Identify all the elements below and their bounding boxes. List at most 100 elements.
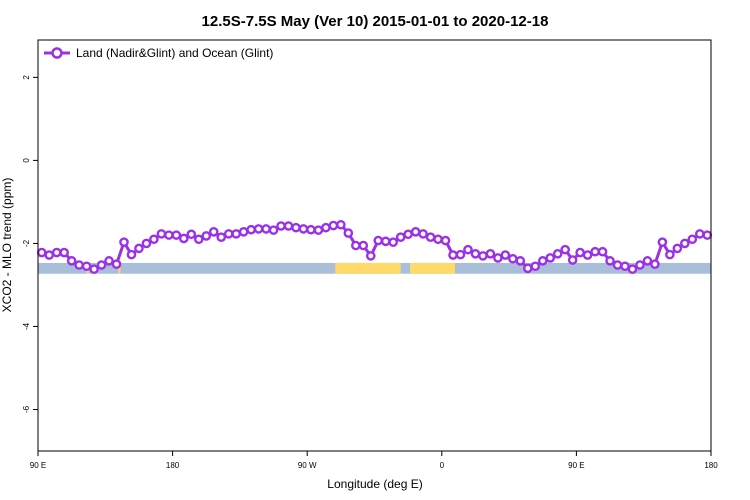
x-tick-label: 0 — [440, 461, 445, 470]
x-axis-label: Longitude (deg E) — [327, 477, 422, 491]
data-point — [410, 226, 421, 237]
data-point — [485, 249, 496, 259]
data-point — [500, 250, 511, 260]
data-point — [620, 261, 630, 272]
data-point — [119, 237, 129, 247]
data-point — [522, 263, 533, 274]
data-point — [642, 256, 653, 266]
data-point — [328, 220, 339, 231]
data-point — [440, 235, 451, 246]
y-tick-label: 2 — [22, 75, 31, 80]
data-point — [186, 229, 197, 240]
data-point — [403, 229, 413, 240]
data-point — [425, 232, 436, 242]
data-point — [81, 261, 92, 272]
data-point — [59, 247, 69, 258]
data-point — [321, 222, 331, 233]
data-point — [365, 251, 376, 261]
data-point — [231, 229, 241, 239]
data-point — [141, 238, 152, 249]
x-axis: 90 E 180 90 W 0 90 E 180 — [30, 451, 718, 470]
data-point — [605, 256, 615, 266]
x-tick-label: 90 E — [568, 461, 584, 470]
data-point — [253, 224, 264, 234]
data-point — [545, 253, 556, 263]
data-point — [111, 259, 122, 269]
data-point — [223, 229, 234, 239]
data-point — [672, 243, 683, 254]
data-point — [455, 249, 466, 260]
data-point — [418, 229, 428, 239]
data-point — [560, 244, 570, 255]
data-point — [246, 224, 256, 235]
data-point — [373, 235, 384, 246]
y-axis: 2 0 -2 -4 -6 — [22, 75, 38, 413]
data-point — [470, 249, 481, 259]
data-point — [216, 232, 227, 242]
data-point — [530, 261, 541, 272]
data-point — [680, 238, 690, 249]
plot-frame — [37, 39, 712, 452]
data-point — [74, 260, 84, 270]
data-point — [590, 246, 600, 257]
data-point — [268, 225, 279, 235]
data-point — [635, 260, 645, 270]
data-point — [612, 260, 623, 270]
land-segment — [118, 262, 121, 274]
data-point — [343, 228, 354, 238]
data-point — [298, 224, 309, 234]
data-point — [134, 243, 144, 254]
data-point — [388, 237, 398, 247]
data-point — [351, 240, 361, 251]
data-point — [657, 237, 668, 247]
data-point — [164, 230, 174, 240]
data-point — [283, 221, 294, 231]
data-point — [201, 231, 212, 241]
data-point — [694, 229, 705, 239]
data-point — [665, 249, 675, 260]
data-point — [156, 229, 167, 239]
data-point — [627, 264, 638, 274]
data-point — [515, 256, 526, 266]
chart-title: 12.5S-7.5S May (Ver 10) 2015-01-01 to 20… — [202, 13, 549, 30]
data-point — [276, 221, 286, 231]
y-tick-label: -2 — [22, 239, 31, 247]
data-point — [306, 224, 316, 235]
data-point — [193, 234, 204, 245]
data-point — [36, 247, 47, 258]
data-point — [313, 225, 324, 235]
data-point — [66, 256, 77, 266]
data-point — [687, 234, 698, 245]
data-point — [478, 251, 488, 261]
data-point — [448, 250, 458, 260]
x-tick-label: 90 W — [298, 461, 317, 470]
land-segment — [410, 262, 455, 274]
data-point — [208, 226, 219, 237]
data-point — [380, 236, 391, 247]
x-tick-label: 180 — [166, 461, 180, 470]
data-point — [104, 256, 114, 266]
data-point — [179, 233, 189, 244]
data-point — [575, 247, 585, 258]
data-point — [51, 247, 62, 258]
series-points-layer — [36, 219, 713, 274]
land-segment — [335, 262, 401, 274]
data-point — [552, 249, 563, 259]
data-point — [463, 244, 473, 255]
y-tick-label: -6 — [22, 405, 31, 413]
data-point — [433, 234, 443, 245]
data-point — [650, 259, 660, 269]
data-point — [89, 264, 99, 274]
data-point — [44, 250, 55, 260]
data-point — [537, 256, 548, 266]
y-tick-label: -4 — [22, 322, 31, 330]
x-tick-label: 180 — [704, 461, 718, 470]
data-point — [171, 230, 182, 240]
data-point — [96, 260, 107, 270]
data-point — [149, 234, 159, 245]
data-point — [702, 230, 713, 240]
data-point — [358, 240, 369, 251]
data-point — [261, 224, 271, 234]
data-point — [508, 253, 518, 264]
